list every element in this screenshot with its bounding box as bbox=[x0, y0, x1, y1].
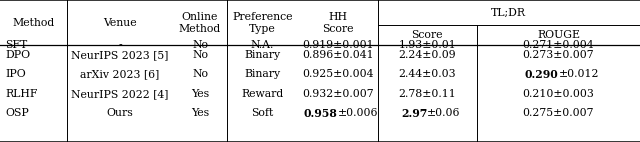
Text: 0.958: 0.958 bbox=[304, 107, 338, 119]
Text: DPO: DPO bbox=[5, 50, 30, 60]
Text: 2.44±0.03: 2.44±0.03 bbox=[398, 69, 456, 79]
Text: TL;DR: TL;DR bbox=[492, 7, 526, 17]
Text: 0.925±0.004: 0.925±0.004 bbox=[302, 69, 373, 79]
Text: 0.275±0.007: 0.275±0.007 bbox=[523, 108, 594, 118]
Text: Yes: Yes bbox=[191, 108, 209, 118]
Text: N.A.: N.A. bbox=[251, 40, 274, 50]
Text: Yes: Yes bbox=[191, 89, 209, 99]
Text: SFT: SFT bbox=[5, 40, 28, 50]
Text: Online
Method: Online Method bbox=[179, 12, 221, 34]
Text: Ours: Ours bbox=[107, 108, 133, 118]
Text: NeurIPS 2023 [5]: NeurIPS 2023 [5] bbox=[71, 50, 169, 60]
Text: 0.210±0.003: 0.210±0.003 bbox=[522, 89, 595, 99]
Text: No: No bbox=[192, 40, 208, 50]
Text: HH
Score: HH Score bbox=[322, 12, 353, 34]
Text: 2.97: 2.97 bbox=[401, 107, 428, 119]
Text: Binary: Binary bbox=[244, 69, 280, 79]
Text: Preference
Type: Preference Type bbox=[232, 12, 292, 34]
Text: 0.271±0.004: 0.271±0.004 bbox=[523, 40, 594, 50]
Text: 1.93±0.01: 1.93±0.01 bbox=[398, 40, 456, 50]
Text: OSP: OSP bbox=[5, 108, 29, 118]
Text: Score: Score bbox=[412, 30, 443, 40]
Text: 0.932±0.007: 0.932±0.007 bbox=[302, 89, 373, 99]
Text: Venue: Venue bbox=[103, 18, 137, 28]
Text: 2.24±0.09: 2.24±0.09 bbox=[398, 50, 456, 60]
Text: 0.919±0.001: 0.919±0.001 bbox=[302, 40, 373, 50]
Text: Reward: Reward bbox=[241, 89, 284, 99]
Text: 0.896±0.041: 0.896±0.041 bbox=[302, 50, 373, 60]
Text: ROUGE: ROUGE bbox=[537, 30, 580, 40]
Text: 2.78±0.11: 2.78±0.11 bbox=[398, 89, 456, 99]
Text: ±0.012: ±0.012 bbox=[559, 69, 599, 79]
Text: No: No bbox=[192, 50, 208, 60]
Text: Method: Method bbox=[12, 18, 55, 28]
Text: -: - bbox=[118, 40, 122, 50]
Text: ±0.06: ±0.06 bbox=[428, 108, 461, 118]
Text: No: No bbox=[192, 69, 208, 79]
Text: RLHF: RLHF bbox=[5, 89, 38, 99]
Text: arXiv 2023 [6]: arXiv 2023 [6] bbox=[81, 69, 159, 79]
Text: IPO: IPO bbox=[5, 69, 26, 79]
Text: ±0.006: ±0.006 bbox=[338, 108, 378, 118]
Text: Binary: Binary bbox=[244, 50, 280, 60]
Text: 0.290: 0.290 bbox=[525, 69, 559, 80]
Text: 0.273±0.007: 0.273±0.007 bbox=[523, 50, 594, 60]
Text: NeurIPS 2022 [4]: NeurIPS 2022 [4] bbox=[71, 89, 169, 99]
Text: Soft: Soft bbox=[252, 108, 273, 118]
